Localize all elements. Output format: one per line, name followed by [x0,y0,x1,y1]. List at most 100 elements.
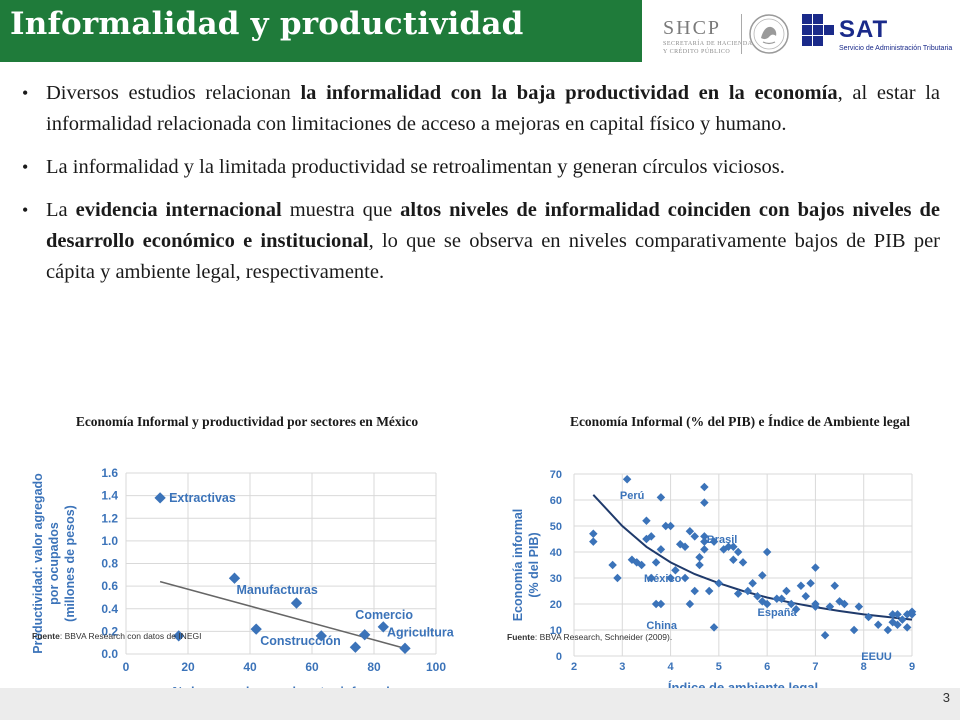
bullet-run: La informalidad y la limitada productivi… [46,156,785,178]
chart2-point [830,581,839,591]
chart2-point [700,532,709,541]
chart2-point [758,571,767,580]
chart1-source-label: Fuente [32,631,60,641]
chart2-point [907,610,917,619]
chart2-ylabel: Economía informal [511,509,525,622]
chart1-ytick-label: 0.8 [101,557,118,571]
chart2-point [704,586,714,596]
chart2-point [700,498,709,507]
chart2-xtick-label: 6 [764,661,770,673]
chart1-point [228,572,241,584]
sat-mark-icon [802,14,834,46]
chart1-ytick-label: 1.6 [101,466,118,480]
chart2-point-label: Brasil [707,534,738,546]
chart1-xtick-label: 100 [426,660,446,674]
chart2-point [690,532,699,541]
chart2-point [695,560,704,570]
eagle-seal-icon [749,14,789,54]
chart2-ytick-label: 60 [550,495,562,507]
chart2-xtick-label: 5 [716,661,722,673]
chart2-point [685,526,695,536]
chart1-point [315,630,327,642]
chart2-ytick-label: 0 [556,651,562,663]
chart2-point-label: España [757,607,797,619]
chart1-point-label: Extractivas [169,491,236,505]
chart2-xtick-label: 3 [619,661,625,673]
bullet-run: , al estar la informalidad relacionada c… [46,82,940,135]
chart2-point [613,573,622,583]
chart2-point [642,516,651,526]
title-bar: Informalidad y productividad [0,0,642,62]
chart2-ytick-label: 70 [550,469,562,481]
chart2-xtick-label: 9 [909,661,915,673]
bullet-item: • La evidencia internacional muestra que … [22,199,941,283]
chart2-point [883,625,893,635]
chart2-point-label: EEUU [861,651,892,663]
chart2-point [762,599,772,609]
chart2-point [791,604,801,614]
chart1-point [290,597,303,609]
chart2-point [680,542,690,552]
chart2-point [729,542,738,552]
bullet-list: • Diversos estudios relacionan la informa… [20,78,940,300]
chart1-source: Fuente: BBVA Research con datos de INEGI [32,631,201,641]
chart2-xtick-label: 4 [668,661,675,673]
chart2-point [700,545,709,554]
chart2-ytick-label: 40 [550,547,562,559]
sat-logo-text: SAT [839,16,889,43]
chart2-point [690,586,699,596]
chart2-point [840,599,849,609]
chart2-point [762,547,772,557]
bullet-run: evidencia internacional [75,199,282,221]
chart2-point [782,586,791,596]
chart2-point [811,563,820,572]
chart2-point [849,625,859,635]
chart1-point [154,492,166,504]
chart2-point [622,474,632,484]
chart2-point-label: México [644,573,682,585]
chart1-point-label: Manufacturas [237,583,318,597]
logos-area: SHCP SECRETARÍA DE HACIENDA Y CRÉDITO PÚ… [655,8,955,56]
chart1-ytick-label: 0.4 [101,602,118,616]
chart2-point [796,581,806,591]
chart2-point [748,578,757,588]
chart2-xtick-label: 2 [571,661,577,673]
chart1-point [173,630,185,642]
footer-strip [0,688,960,720]
page-number: 3 [942,690,950,705]
chart1-ylabel: (millones de pesos) [63,505,77,622]
chart1-xtick-label: 80 [367,660,381,674]
chart2-point [729,555,738,565]
chart2-point [671,565,680,575]
chart2-xtick-label: 8 [861,661,867,673]
chart2-point [888,610,897,619]
logo-divider [741,14,742,54]
chart2-point-label: China [646,620,677,632]
chart1-xtick-label: 60 [305,660,319,674]
chart2-source: Fuente: BBVA Research, Schneider (2009). [507,632,672,642]
chart2-ytick-label: 50 [550,521,562,533]
bullet-run: altos niveles de informalidad coinciden … [46,199,941,252]
chart1-xtick-label: 20 [181,660,195,674]
chart1-point [349,641,362,653]
bullet-run: la informalidad con la baja productivida… [300,82,838,104]
chart2-ylabel: (% del PIB) [527,532,541,597]
chart2-svg: 01020304050607023456789Índice de ambient… [511,469,917,695]
chart1-ytick-label: 0.0 [101,647,118,661]
chart2-point-label: Perú [620,490,644,502]
chart2-point [685,599,695,609]
chart1-ytick-label: 1.0 [101,534,118,548]
chart2-panel: 01020304050607023456789Índice de ambient… [502,458,942,706]
bullet-text: La evidencia internacional muestra que a… [46,199,940,283]
slide-title: Informalidad y productividad [10,6,524,42]
chart2-xtick-label: 7 [812,661,818,673]
chart1-point [399,642,411,655]
shcp-logo: SHCP SECRETARÍA DE HACIENDA Y CRÉDITO PÚ… [663,17,753,56]
chart2-point [589,529,598,539]
chart2-point [666,521,675,531]
chart2-title: Economía Informal (% del PIB) e Índice d… [569,414,911,429]
bullet-item: • Diversos estudios relacionan la informa… [22,82,940,135]
chart1-panel: 0.00.20.40.60.81.01.21.41.6020406080100%… [24,458,474,720]
chart2-point [656,545,666,554]
chart2-source-label: Fuente [507,632,535,642]
